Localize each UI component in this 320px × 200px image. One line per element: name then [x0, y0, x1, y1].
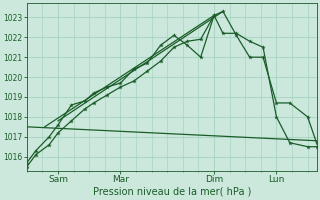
X-axis label: Pression niveau de la mer( hPa ): Pression niveau de la mer( hPa ): [92, 187, 251, 197]
